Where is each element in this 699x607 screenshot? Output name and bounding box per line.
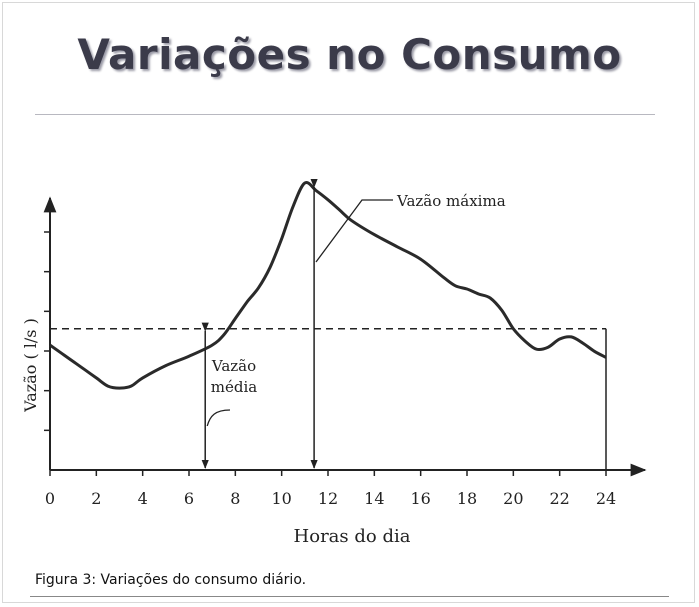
x-tick-label: 22 [549, 489, 569, 508]
x-tick-label: 16 [410, 489, 430, 508]
x-tick-label: 0 [45, 489, 55, 508]
x-axis-label: Horas do dia [294, 526, 411, 547]
average-flow-leader [206, 409, 231, 427]
y-ticks [44, 231, 50, 432]
x-tick-label: 20 [503, 489, 523, 508]
x-tick-label: 10 [271, 489, 291, 508]
slide-title: Variações no Consumo [77, 30, 622, 79]
x-tick-label: 6 [184, 489, 194, 508]
x-tick-label: 24 [596, 489, 616, 508]
x-tick-label: 12 [318, 489, 338, 508]
max-flow-leader [315, 199, 393, 263]
y-axis-label: Vazão ( l/s ) [21, 318, 40, 413]
bottom-divider [30, 596, 669, 597]
average-flow-label-2: média [211, 378, 258, 396]
x-tick-label: 18 [457, 489, 477, 508]
average-flow-label-1: Vazão [211, 357, 256, 375]
flow-curve [49, 181, 607, 390]
x-tick-label: 14 [364, 489, 384, 508]
x-ticks: 0 2 4 6 8 10 12 14 16 18 20 22 24 [45, 470, 616, 508]
x-tick-label: 4 [138, 489, 148, 508]
x-tick-label: 8 [230, 489, 240, 508]
x-tick-label: 2 [91, 489, 101, 508]
title-divider [35, 114, 655, 115]
max-flow-label: Vazão máxima [396, 192, 506, 210]
figure-caption: Figura 3: Variações do consumo diário. [35, 572, 307, 588]
